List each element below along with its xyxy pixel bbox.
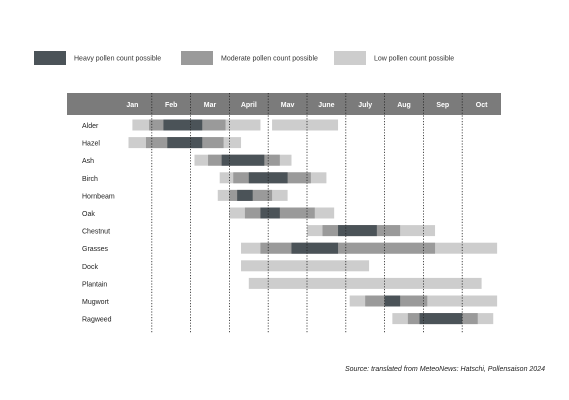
bar-ragweed-heavy-2 (419, 313, 463, 325)
bar-hazel-heavy-2 (167, 137, 203, 149)
plant-label: Alder (82, 123, 99, 130)
bar-alder-heavy-3 (163, 119, 203, 131)
plant-row-chestnut: Chestnut (82, 225, 436, 237)
legend-swatch-moderate (181, 51, 213, 65)
plant-row-mugwort: Mugwort (82, 295, 498, 307)
plant-row-grasses: Grasses (82, 242, 498, 254)
legend: Heavy pollen count possible Moderate poll… (34, 51, 454, 65)
legend-swatch-heavy (34, 51, 66, 65)
legend-label-low: Low pollen count possible (374, 56, 454, 63)
bar-plantain-low-0 (248, 277, 482, 289)
bar-mugwort-heavy-2 (384, 295, 401, 307)
bar-hornbeam-heavy-2 (237, 189, 253, 201)
bar-ash-heavy-2 (221, 154, 265, 166)
plant-label: Dock (82, 264, 98, 271)
plant-label: Birch (82, 176, 98, 183)
plant-row-ash: Ash (82, 154, 292, 166)
bar-oak-heavy-2 (260, 207, 280, 219)
month-label-1: Feb (165, 102, 177, 109)
plant-row-oak: Oak (82, 207, 335, 219)
month-label-4: Mav (281, 102, 295, 109)
plant-row-hazel: Hazel (82, 137, 242, 149)
month-label-5: June (318, 102, 334, 109)
month-label-0: Jan (126, 102, 138, 109)
month-gridlines (151, 93, 463, 333)
plant-row-ragweed: Ragweed (82, 313, 494, 325)
plant-rows: Alder Hazel Ash Birch Hornbeam Oak Chestnut Gra… (82, 119, 498, 325)
month-header-bar (67, 93, 501, 115)
plant-row-birch: Birch (82, 172, 327, 184)
plant-label: Oak (82, 211, 95, 218)
month-label-6: July (358, 102, 372, 109)
legend-label-moderate: Moderate pollen count possible (221, 56, 318, 63)
bar-alder-low-1 (272, 119, 339, 131)
month-label-7: Aug (397, 102, 411, 109)
plant-label: Ash (82, 158, 94, 165)
plant-label: Ragweed (82, 317, 112, 324)
bar-grasses-moderate-1 (260, 242, 436, 254)
plant-label: Mugwort (82, 299, 109, 306)
month-labels: Jan Feb Mar April Mav June July Aug Sep Oct (126, 102, 488, 109)
legend-swatch-low (334, 51, 366, 65)
month-label-9: Oct (476, 102, 488, 109)
plant-row-plantain: Plantain (82, 277, 482, 289)
legend-label-heavy: Heavy pollen count possible (74, 56, 161, 63)
plant-label: Grasses (82, 246, 109, 253)
plant-row-hornbeam: Hornbeam (82, 189, 288, 201)
month-label-3: April (241, 102, 257, 109)
bar-dock-low-0 (241, 260, 370, 272)
plant-row-alder: Alder (82, 119, 339, 131)
month-label-2: Mar (204, 102, 217, 109)
source-note: Source: translated from MeteoNews: Hatsc… (345, 366, 545, 373)
plant-label: Chestnut (82, 229, 110, 236)
plant-row-dock: Dock (82, 260, 370, 272)
bar-grasses-heavy-2 (291, 242, 339, 254)
bar-chestnut-heavy-2 (338, 225, 377, 237)
plant-label: Hornbeam (82, 193, 115, 200)
month-label-8: Sep (436, 102, 449, 109)
plant-label: Hazel (82, 141, 100, 148)
plant-label: Plantain (82, 281, 107, 288)
